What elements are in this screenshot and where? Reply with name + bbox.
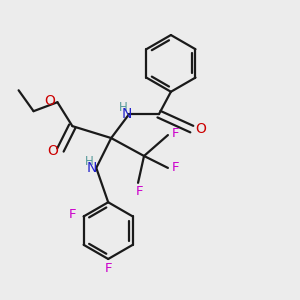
Text: F: F [68,208,76,221]
Text: H: H [119,101,128,114]
Text: O: O [47,145,58,158]
Text: N: N [122,106,132,121]
Text: N: N [87,161,97,175]
Text: F: F [172,161,179,174]
Text: F: F [136,185,143,198]
Text: F: F [172,127,179,140]
Text: H: H [84,155,93,168]
Text: F: F [104,262,112,275]
Text: O: O [44,94,56,108]
Text: O: O [195,122,206,136]
